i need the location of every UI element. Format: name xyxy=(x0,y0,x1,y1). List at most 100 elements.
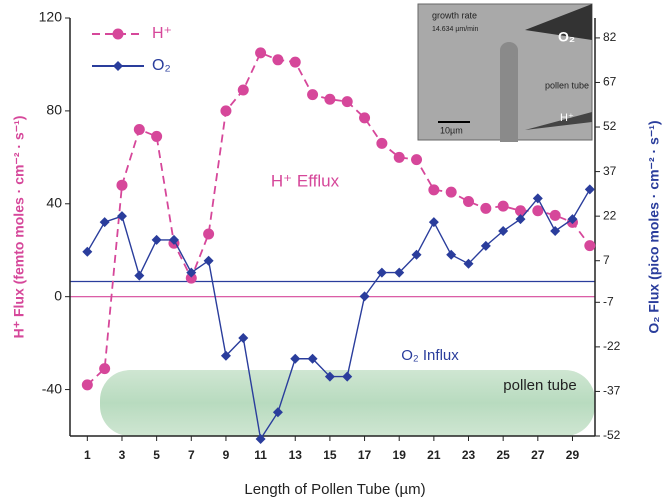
marker xyxy=(532,205,544,217)
legend-marker xyxy=(112,28,124,40)
marker xyxy=(463,258,474,269)
marker xyxy=(480,240,491,251)
marker xyxy=(446,249,457,260)
x-tick-label: 9 xyxy=(223,448,230,462)
y-tick-label: -40 xyxy=(42,380,62,396)
y2-tick-label: 82 xyxy=(603,30,617,44)
marker xyxy=(255,433,266,444)
y2-tick-label: -7 xyxy=(603,294,614,308)
y-axis-title: H⁺ Flux (femto moles · cm⁻² · s⁻¹) xyxy=(11,116,27,339)
marker xyxy=(203,255,214,266)
x-tick-label: 5 xyxy=(153,448,160,462)
series-line xyxy=(86,51,591,386)
annotation: pollen tube xyxy=(503,377,576,394)
x-tick-label: 11 xyxy=(254,448,267,462)
x-tick-label: 13 xyxy=(289,448,303,462)
marker xyxy=(272,407,283,418)
marker xyxy=(411,249,422,260)
marker xyxy=(463,195,475,207)
marker xyxy=(394,267,405,278)
marker xyxy=(151,130,163,142)
marker xyxy=(584,240,596,252)
marker xyxy=(532,193,543,204)
marker xyxy=(237,84,249,96)
marker xyxy=(376,137,388,149)
marker xyxy=(99,363,111,375)
marker xyxy=(151,234,162,245)
x-tick-label: 1 xyxy=(84,448,91,462)
marker xyxy=(567,214,578,225)
x-tick-label: 21 xyxy=(427,448,441,462)
marker xyxy=(359,291,370,302)
y2-tick-label: -37 xyxy=(603,384,621,398)
inset-text: O₂ xyxy=(558,29,575,45)
x-axis-title: Length of Pollen Tube (µm) xyxy=(244,481,425,498)
marker xyxy=(480,202,492,214)
marker xyxy=(168,234,179,245)
inset-tube xyxy=(500,50,518,142)
marker xyxy=(81,379,93,391)
x-tick-label: 23 xyxy=(462,448,476,462)
x-tick-label: 15 xyxy=(323,448,337,462)
marker xyxy=(341,96,353,108)
inset-text: H⁺ xyxy=(560,112,574,124)
marker xyxy=(307,353,318,364)
y2-tick-label: 52 xyxy=(603,119,617,133)
pollen-tube-shape xyxy=(100,370,595,436)
marker xyxy=(497,200,509,212)
marker xyxy=(584,184,595,195)
marker xyxy=(515,214,526,225)
annotation: H⁺ Efflux xyxy=(271,171,340,190)
y-tick-label: 40 xyxy=(46,194,62,210)
marker xyxy=(428,217,439,228)
marker xyxy=(255,47,267,59)
x-tick-label: 25 xyxy=(496,448,510,462)
inset-h-probe xyxy=(525,112,592,130)
marker xyxy=(290,353,301,364)
marker xyxy=(116,211,127,222)
y2-axis-title: O₂ Flux (pico moles · cm⁻² · s⁻¹) xyxy=(646,120,662,333)
x-tick-label: 3 xyxy=(119,448,126,462)
inset-o2-probe xyxy=(525,4,592,40)
marker xyxy=(99,217,110,228)
marker xyxy=(514,205,526,217)
marker xyxy=(393,151,405,163)
marker xyxy=(186,267,197,278)
legend-marker xyxy=(113,61,123,71)
inset-text: 14.634 µm/min xyxy=(432,26,479,33)
marker xyxy=(220,105,232,117)
marker xyxy=(428,184,440,196)
legend-label: H⁺ xyxy=(152,25,172,42)
marker xyxy=(342,371,353,382)
inset-text: pollen tube xyxy=(545,80,589,90)
y2-tick-label: -52 xyxy=(603,428,621,442)
marker xyxy=(185,272,197,284)
marker xyxy=(203,228,215,240)
marker xyxy=(238,332,249,343)
inset-tube-tip xyxy=(500,42,518,58)
inset-text: growth rate xyxy=(432,10,477,20)
y2-tick-label: 7 xyxy=(603,253,610,267)
y-tick-label: 80 xyxy=(46,102,62,118)
marker xyxy=(133,123,145,135)
marker xyxy=(116,179,128,191)
x-tick-label: 7 xyxy=(188,448,195,462)
marker xyxy=(376,267,387,278)
marker xyxy=(411,154,423,166)
inset-photo: growth rate 14.634 µm/min O₂ pollen tube… xyxy=(417,3,593,142)
marker xyxy=(550,226,561,237)
marker xyxy=(307,89,319,101)
marker xyxy=(272,54,284,66)
y2-tick-label: 37 xyxy=(603,164,617,178)
marker xyxy=(549,209,561,221)
marker xyxy=(445,186,457,198)
y-tick-label: 120 xyxy=(39,9,63,25)
x-tick-label: 19 xyxy=(393,448,407,462)
marker xyxy=(134,270,145,281)
marker xyxy=(359,112,371,124)
marker xyxy=(82,246,93,257)
marker xyxy=(324,371,335,382)
annotation: O₂ Influx xyxy=(401,347,459,364)
inset-text: 10µm xyxy=(440,125,463,135)
